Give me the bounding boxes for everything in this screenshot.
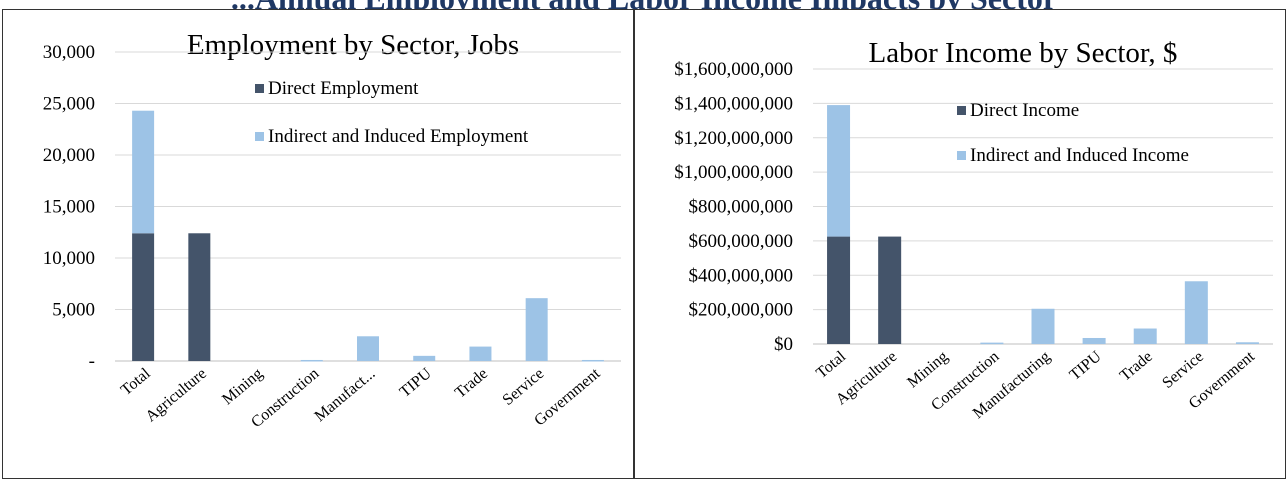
- y-tick-label: 10,000: [43, 248, 95, 269]
- y-tick-label: 25,000: [43, 94, 95, 115]
- employment-chart-panel: Employment by Sector, Jobs - 5,000 10,000 15…: [2, 9, 634, 479]
- x-tick-label: TIPU: [1067, 348, 1106, 384]
- bar-direct-agriculture: [188, 233, 211, 361]
- x-tick-label: Total: [813, 348, 849, 382]
- y-tick-label: $1,000,000,000: [674, 162, 793, 183]
- bar-indirect-trade: [469, 346, 492, 361]
- bar-indirect-service: [1184, 281, 1208, 344]
- bar-indirect-total: [827, 105, 851, 237]
- x-tick-label: Mining: [904, 348, 951, 391]
- legend-swatch: [957, 151, 966, 160]
- x-tick-label: Trade: [452, 365, 491, 402]
- x-tick-label: Trade: [1117, 348, 1156, 385]
- y-tick-label: -: [89, 351, 95, 372]
- bar-indirect-manufacturing: [1031, 308, 1055, 344]
- chart-title: Labor Income by Sector, $: [869, 37, 1178, 69]
- bar-indirect-tipu: [1082, 337, 1106, 344]
- x-tick-label: TIPU: [397, 365, 436, 401]
- labor-income-chart: Labor Income by Sector, $ $0 $200,000,000 $…: [674, 37, 1273, 422]
- legend-label: Direct Income: [970, 100, 1079, 121]
- y-tick-label: 20,000: [43, 145, 95, 166]
- y-tick-label: $1,200,000,000: [674, 128, 793, 149]
- bar-indirect-construction: [980, 342, 1004, 345]
- employment-chart: Employment by Sector, Jobs - 5,000 10,000 15…: [43, 29, 621, 431]
- x-tick-label: Service: [1159, 348, 1207, 392]
- legend-label: Indirect and Induced Employment: [268, 126, 529, 147]
- y-tick-label: 30,000: [43, 42, 95, 63]
- x-tick-label: Service: [500, 365, 548, 409]
- legend-swatch: [255, 132, 264, 141]
- y-tick-label: $1,400,000,000: [674, 93, 793, 114]
- labor-income-chart-panel: Labor Income by Sector, $ $0 $200,000,000 $…: [634, 9, 1286, 479]
- legend-swatch: [255, 84, 264, 93]
- bar-direct-total: [132, 233, 155, 361]
- y-tick-label: $200,000,000: [689, 300, 794, 321]
- bar-indirect-manufact: [357, 336, 379, 361]
- y-tick-label: 5,000: [52, 300, 95, 321]
- bar-indirect-government: [581, 359, 604, 362]
- bar-direct-total: [827, 236, 851, 344]
- x-tick-label: Total: [118, 365, 154, 399]
- legend-label: Indirect and Induced Income: [970, 145, 1189, 166]
- y-tick-label: $1,600,000,000: [674, 59, 793, 80]
- y-tick-label: $600,000,000: [689, 231, 794, 252]
- bar-direct-agriculture: [878, 236, 902, 344]
- bar-indirect-service: [525, 298, 548, 361]
- bar-indirect-tipu: [413, 355, 436, 361]
- x-tick-label: Manufact...: [311, 365, 378, 425]
- y-tick-label: $400,000,000: [689, 265, 794, 286]
- legend-label: Direct Employment: [268, 78, 419, 99]
- bar-indirect-government: [1235, 342, 1259, 344]
- y-tick-label: $0: [774, 334, 793, 355]
- x-tick-label: Agriculture: [142, 365, 209, 425]
- bar-indirect-trade: [1133, 328, 1157, 344]
- chart-title: Employment by Sector, Jobs: [187, 29, 519, 61]
- bar-indirect-construction: [300, 359, 323, 362]
- y-tick-label: 15,000: [43, 197, 95, 218]
- bar-indirect-total: [132, 110, 155, 234]
- x-tick-label: Mining: [219, 365, 266, 408]
- y-tick-label: $800,000,000: [689, 197, 794, 218]
- legend-swatch: [957, 106, 966, 115]
